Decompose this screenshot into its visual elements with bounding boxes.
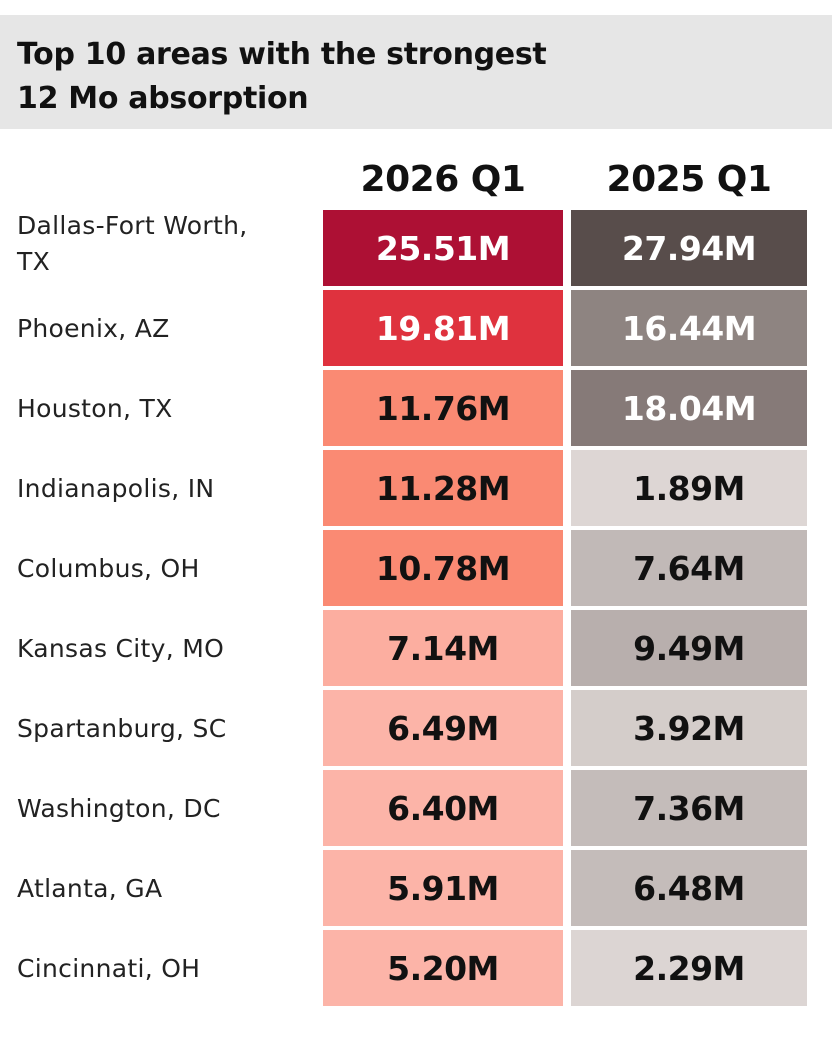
area-label: Phoenix, AZ — [17, 314, 170, 343]
chart-title-line-2: 12 Mo absorption — [17, 81, 309, 116]
table-row: Kansas City, MO 7.14M 9.49M — [0, 610, 836, 688]
cell-2026-q1: 25.51M — [323, 210, 563, 286]
area-label: Spartanburg, SC — [17, 714, 227, 743]
cell-2026-q1: 11.28M — [323, 450, 563, 526]
table-row: Spartanburg, SC 6.49M 3.92M — [0, 690, 836, 768]
area-label: Indianapolis, IN — [17, 474, 215, 503]
cell-2025-q1: 2.29M — [571, 930, 807, 1006]
table-row: Houston, TX 11.76M 18.04M — [0, 370, 836, 448]
title-banner: Top 10 areas with the strongest 12 Mo ab… — [0, 15, 832, 129]
column-header-2025-q1: 2025 Q1 — [606, 159, 772, 200]
column-header-2026-q1: 2026 Q1 — [360, 159, 526, 200]
table-row: Washington, DC 6.40M 7.36M — [0, 770, 836, 848]
cell-2026-q1: 7.14M — [323, 610, 563, 686]
cell-2025-q1: 7.36M — [571, 770, 807, 846]
cell-2025-q1: 7.64M — [571, 530, 807, 606]
area-label: Cincinnati, OH — [17, 954, 201, 983]
area-label-line: Dallas-Fort Worth, — [17, 211, 248, 240]
cell-2026-q1: 19.81M — [323, 290, 563, 366]
cell-2025-q1: 1.89M — [571, 450, 807, 526]
chart-title-line-1: Top 10 areas with the strongest — [17, 37, 547, 72]
cell-2026-q1: 10.78M — [323, 530, 563, 606]
table-row: Indianapolis, IN 11.28M 1.89M — [0, 450, 836, 528]
area-label: Kansas City, MO — [17, 634, 225, 663]
area-label: Dallas-Fort Worth, TX — [17, 206, 317, 286]
area-label: Columbus, OH — [17, 554, 200, 583]
area-label: Atlanta, GA — [17, 874, 163, 903]
cell-2026-q1: 6.40M — [323, 770, 563, 846]
area-label-line: TX — [17, 247, 50, 276]
cell-2026-q1: 6.49M — [323, 690, 563, 766]
area-label: Washington, DC — [17, 794, 221, 823]
cell-2026-q1: 5.20M — [323, 930, 563, 1006]
cell-2025-q1: 18.04M — [571, 370, 807, 446]
cell-2025-q1: 9.49M — [571, 610, 807, 686]
table-row: Atlanta, GA 5.91M 6.48M — [0, 850, 836, 928]
cell-2026-q1: 11.76M — [323, 370, 563, 446]
table-row: Columbus, OH 10.78M 7.64M — [0, 530, 836, 608]
cell-2025-q1: 16.44M — [571, 290, 807, 366]
cell-2025-q1: 27.94M — [571, 210, 807, 286]
chart-title: Top 10 areas with the strongest 12 Mo ab… — [17, 33, 547, 121]
cell-2026-q1: 5.91M — [323, 850, 563, 926]
table-row: Dallas-Fort Worth, TX 25.51M 27.94M — [0, 210, 836, 288]
cell-2025-q1: 3.92M — [571, 690, 807, 766]
area-label: Houston, TX — [17, 394, 173, 423]
table-row: Cincinnati, OH 5.20M 2.29M — [0, 930, 836, 1008]
cell-2025-q1: 6.48M — [571, 850, 807, 926]
table-row: Phoenix, AZ 19.81M 16.44M — [0, 290, 836, 368]
